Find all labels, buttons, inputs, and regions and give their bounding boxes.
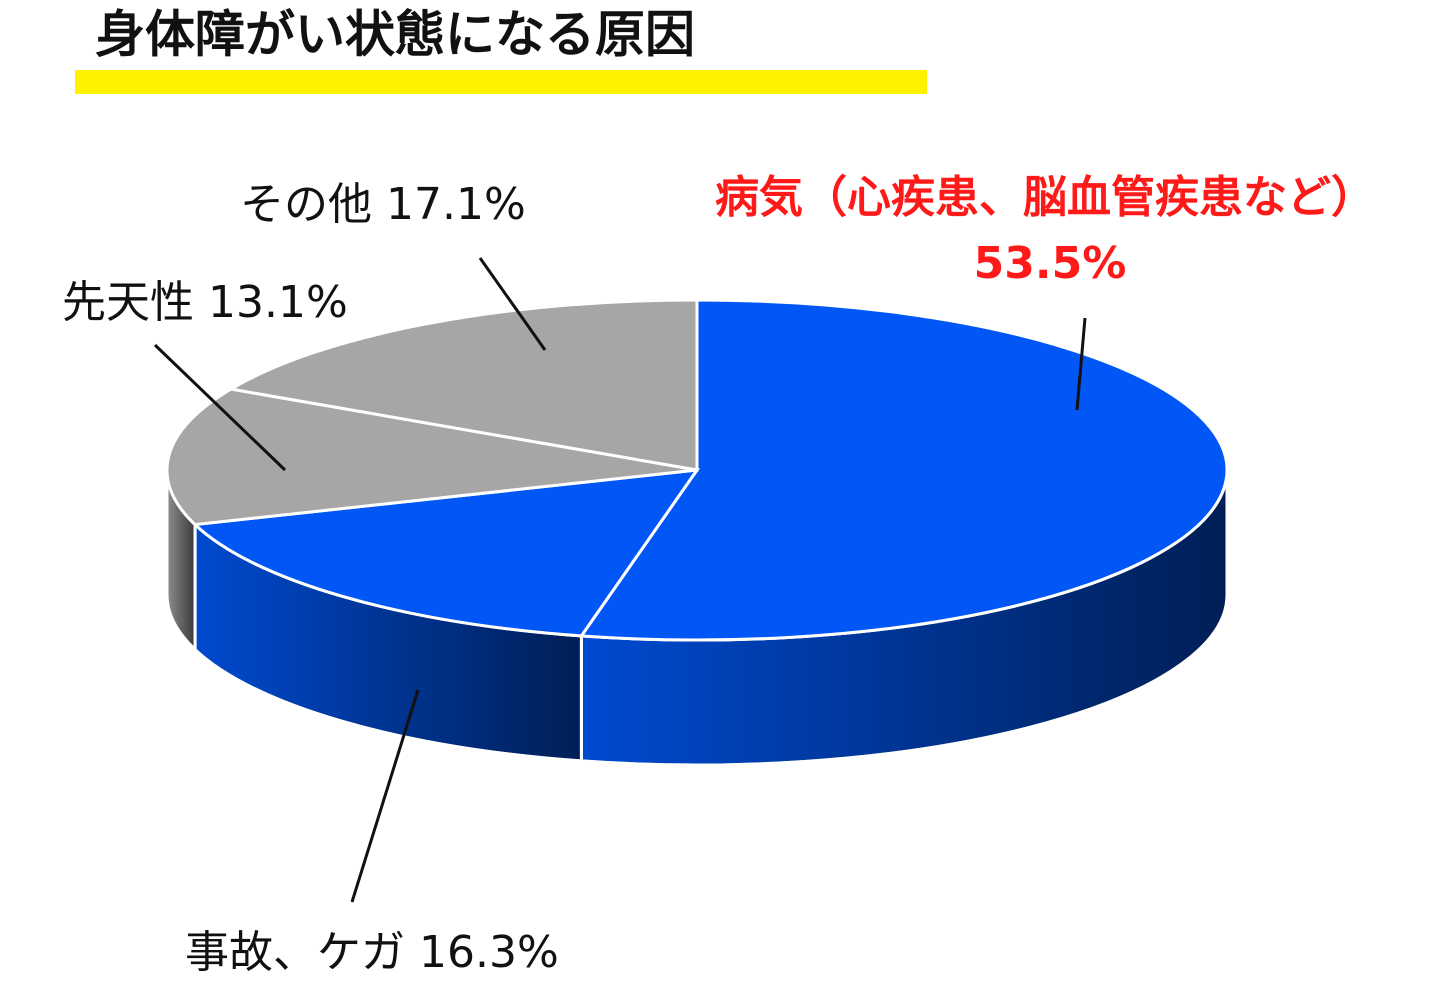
title-underline bbox=[75, 70, 927, 94]
pie bbox=[165, 298, 1229, 767]
category-name: 先天性 bbox=[62, 277, 194, 328]
value-label: 17.1% bbox=[386, 179, 526, 230]
leader-line bbox=[350, 689, 420, 903]
value-label: 16.3% bbox=[419, 927, 559, 978]
leader-line bbox=[1075, 317, 1087, 411]
value-label: 13.1% bbox=[208, 277, 348, 328]
slice bbox=[226, 298, 699, 472]
leader-line bbox=[153, 343, 287, 472]
category-name: 事故、ケガ bbox=[185, 927, 405, 978]
slice-label: 病気（心疾患、脳血管疾患など） bbox=[715, 172, 1375, 223]
leader-line bbox=[478, 257, 547, 351]
slice bbox=[165, 387, 698, 527]
value-label: 53.5% bbox=[974, 238, 1127, 289]
slice bbox=[578, 298, 1229, 642]
labels: 病気（心疾患、脳血管疾患など） 53.5% 事故、ケガ 16.3% 先天性 13.1% その… bbox=[62, 172, 1375, 978]
category-name: その他 bbox=[240, 179, 372, 230]
slice-label: 事故、ケガ 16.3% bbox=[185, 927, 559, 978]
slice-label: 先天性 13.1% bbox=[62, 277, 348, 328]
chart-title: 身体障がい状態になる原因 bbox=[95, 6, 695, 64]
slice-label: その他 17.1% bbox=[240, 179, 526, 230]
